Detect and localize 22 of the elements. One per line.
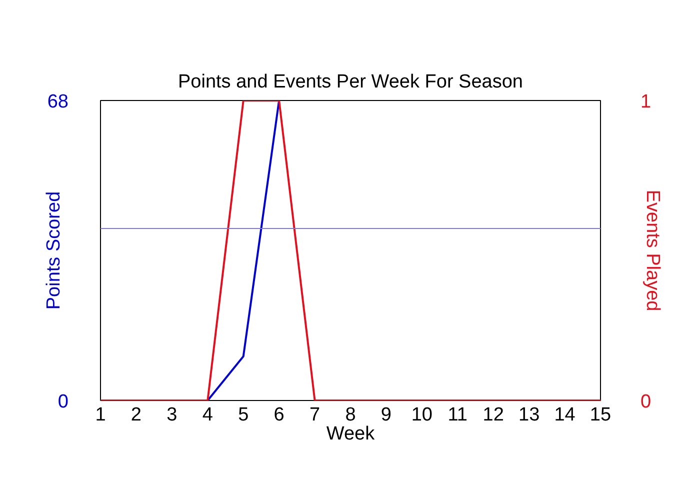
x-axis-title: Week [326, 424, 376, 444]
y-tick-label: 68 [47, 92, 69, 112]
x-tick-label: 12 [482, 404, 504, 426]
x-tick-label: 1 [95, 404, 106, 426]
x-tick-label: 15 [590, 404, 612, 426]
y2-axis-title: Events Played [642, 190, 664, 312]
x-tick-label: 14 [554, 404, 576, 426]
y-axis-title: Points Scored [43, 191, 64, 310]
x-tick-label: 5 [238, 404, 249, 426]
x-tick-label: 7 [310, 404, 320, 426]
y2-tick-label: 1 [640, 92, 652, 112]
x-tick-label: 6 [274, 404, 284, 426]
y2-tick-label: 0 [640, 392, 652, 412]
x-tick-label: 8 [345, 404, 356, 426]
x-tick-label: 4 [202, 404, 214, 426]
chart-title: Points and Events Per Week For Season [178, 72, 523, 92]
x-tick-label: 11 [448, 404, 468, 426]
x-tick-label: 10 [411, 404, 432, 426]
x-tick-label: 13 [518, 404, 540, 426]
x-tick-label: 9 [380, 404, 392, 426]
x-tick-label: 2 [130, 404, 142, 426]
x-tick-label: 3 [166, 404, 178, 426]
